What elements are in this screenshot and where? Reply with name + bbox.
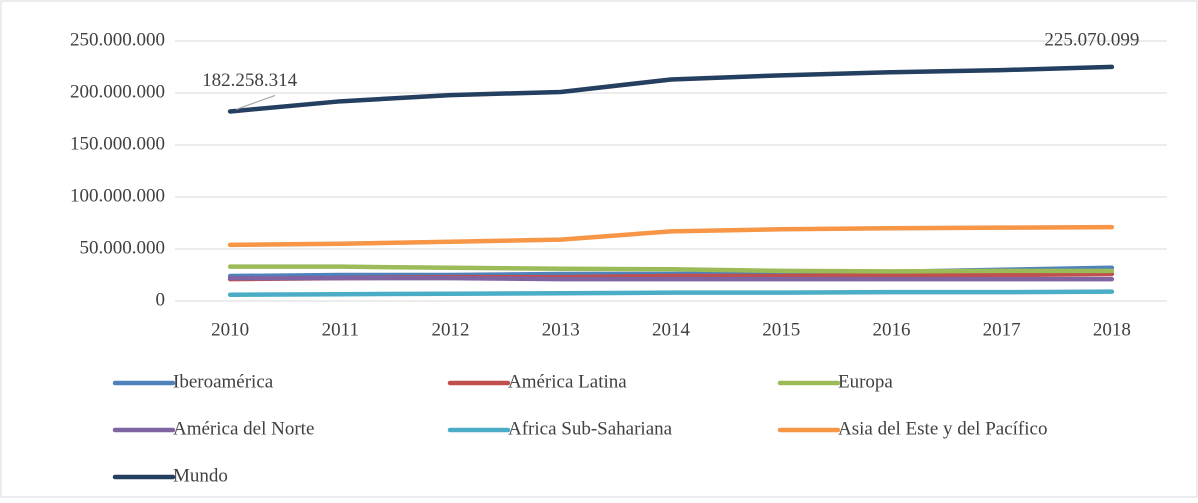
y-tick-label: 0	[156, 289, 166, 310]
x-tick-label: 2010	[211, 319, 249, 340]
series-line	[227, 264, 1115, 274]
y-tick-label: 200.000.000	[70, 81, 165, 102]
legend-label: Europa	[838, 371, 893, 392]
x-tick-label: 2017	[983, 319, 1021, 340]
y-tick-label: 100.000.000	[70, 185, 165, 206]
x-tick-label: 2011	[322, 319, 359, 340]
data-label: 225.070.099	[1044, 29, 1139, 50]
y-tick-label: 50.000.000	[80, 237, 166, 258]
legend-label: América del Norte	[173, 418, 314, 439]
leader-line	[235, 94, 276, 111]
series-line	[227, 289, 1115, 298]
x-tick-label: 2014	[652, 319, 691, 340]
x-tick-label: 2015	[762, 319, 800, 340]
legend-label: Mundo	[173, 465, 228, 486]
legend-label: Iberoamérica	[173, 371, 274, 392]
y-tick-label: 250.000.000	[70, 29, 165, 50]
legend-label: Africa Sub-Sahariana	[508, 418, 673, 439]
x-tick-label: 2013	[542, 319, 580, 340]
legend-label: Asia del Este y del Pacífico	[838, 418, 1047, 439]
series-line	[227, 224, 1115, 248]
series-line	[227, 275, 1115, 282]
x-tick-label: 2012	[432, 319, 470, 340]
y-tick-label: 150.000.000	[70, 133, 165, 154]
x-tick-label: 2016	[872, 319, 910, 340]
x-tick-label: 2018	[1093, 319, 1131, 340]
series-line	[227, 64, 1115, 114]
legend-label: América Latina	[508, 371, 627, 392]
data-label: 182.258.314	[202, 70, 298, 91]
